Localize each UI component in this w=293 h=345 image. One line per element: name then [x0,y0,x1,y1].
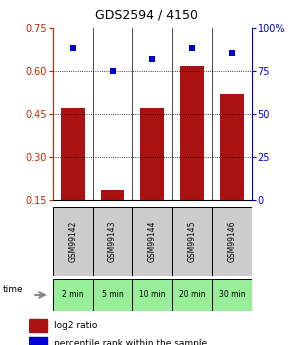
Text: GSM99145: GSM99145 [188,221,197,262]
Bar [93,207,132,276]
Bar [212,279,252,311]
Text: 10 min: 10 min [139,290,166,299]
Text: GSM99142: GSM99142 [68,221,77,262]
Point [150,56,155,61]
Point [190,46,195,51]
Bar [140,108,164,200]
Point [230,51,234,56]
Text: percentile rank within the sample: percentile rank within the sample [54,339,207,345]
Bar [220,94,244,200]
Bar [212,207,252,276]
Text: time: time [3,285,23,294]
Text: log2 ratio: log2 ratio [54,321,98,330]
Bar [132,207,172,276]
Text: GSM99146: GSM99146 [228,221,236,262]
Text: GSM99143: GSM99143 [108,221,117,262]
Bar [172,279,212,311]
Text: 20 min: 20 min [179,290,205,299]
Bar [132,279,172,311]
Bar [61,108,85,200]
Text: 2 min: 2 min [62,290,84,299]
Bar [29,337,47,345]
Text: GSM99144: GSM99144 [148,221,157,262]
Bar [100,190,125,200]
Point [70,46,75,51]
Text: GDS2594 / 4150: GDS2594 / 4150 [95,9,198,22]
Bar [93,279,132,311]
Bar [172,207,212,276]
Text: 30 min: 30 min [219,290,245,299]
Bar [29,319,47,332]
Bar [180,66,204,200]
Point [110,68,115,73]
Bar [53,279,93,311]
Text: 5 min: 5 min [102,290,123,299]
Bar [53,207,93,276]
